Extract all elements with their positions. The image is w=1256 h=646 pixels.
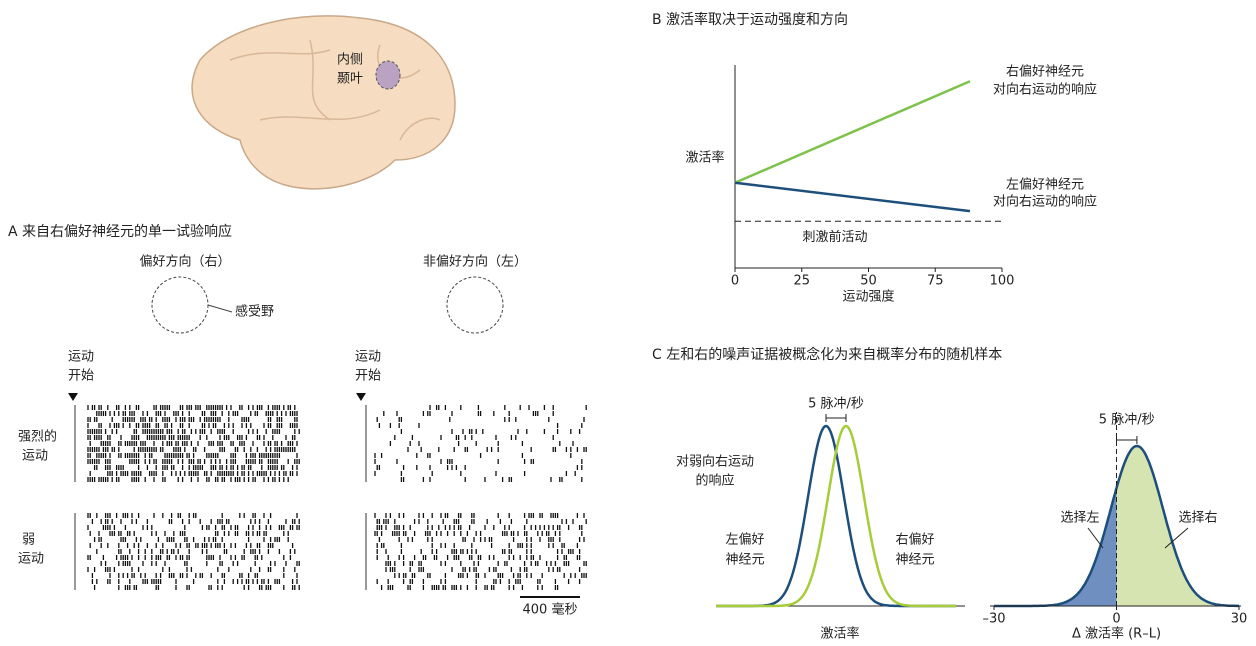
series-label: 对向右运动的响应 bbox=[993, 82, 1097, 98]
annotation: 对弱向右运动 bbox=[676, 454, 754, 470]
condition: 偏好方向（右） bbox=[139, 254, 230, 270]
chart-title: C 左和右的噪声证据被概念化为来自概率分布的随机样本 bbox=[652, 346, 1002, 363]
choice-label: 选择左 bbox=[1060, 511, 1099, 526]
receptive-field bbox=[151, 276, 209, 334]
series-label: 左偏好 bbox=[725, 533, 764, 548]
onset-line bbox=[74, 405, 367, 590]
brain bbox=[191, 15, 456, 190]
series-label: 右偏好神经元 bbox=[1006, 65, 1084, 80]
x-tick-label: 0 bbox=[1112, 612, 1120, 627]
receptive-field bbox=[446, 276, 504, 334]
difference-label: 5 脉冲/秒 bbox=[1099, 413, 1155, 428]
row-label: 弱 bbox=[22, 533, 35, 548]
choice-label: 选择右 bbox=[1178, 511, 1217, 526]
row-label: 运动 bbox=[22, 449, 48, 464]
pointer bbox=[1164, 527, 1189, 549]
density-curve bbox=[716, 424, 956, 608]
y-axis-label: 激活率 bbox=[685, 150, 724, 166]
panel-title: A 来自右偏好神经元的单一试验响应 bbox=[8, 223, 232, 240]
x-tick-label: 30 bbox=[1231, 612, 1248, 627]
difference-bracket bbox=[1116, 436, 1138, 444]
annotation: 的响应 bbox=[695, 473, 734, 489]
pointer bbox=[207, 304, 233, 313]
series-label: 左偏好神经元 bbox=[1006, 178, 1084, 193]
x-tick-label: –30 bbox=[982, 612, 1005, 627]
choice-right-area bbox=[1116, 446, 1239, 606]
spike-raster bbox=[374, 405, 587, 482]
rasters bbox=[87, 405, 587, 590]
spike-raster bbox=[374, 513, 587, 590]
series-label: 神经元 bbox=[895, 553, 934, 568]
row-label: 强烈的 bbox=[18, 429, 57, 445]
onset-marker bbox=[68, 393, 366, 401]
spike-raster bbox=[87, 405, 300, 482]
annotation: 刺激前活动 bbox=[802, 229, 867, 245]
onset-label: 开始 bbox=[68, 369, 94, 384]
x-axis-label: 运动强度 bbox=[842, 289, 894, 305]
x-tick-label: 100 bbox=[990, 274, 1015, 289]
x-tick-label: 50 bbox=[860, 274, 877, 289]
onset-label: 开始 bbox=[355, 369, 381, 384]
brain-label: 内侧 bbox=[337, 52, 363, 68]
brain-label: 颞叶 bbox=[337, 72, 363, 87]
series-label: 神经元 bbox=[725, 553, 764, 568]
series-line bbox=[734, 80, 971, 184]
x-axis-label: Δ 激活率 (R–L) bbox=[1072, 626, 1161, 642]
x-tick-label: 0 bbox=[731, 274, 739, 289]
row-label: 运动 bbox=[18, 552, 44, 567]
choice-left-area bbox=[994, 488, 1117, 606]
pointer bbox=[1087, 527, 1104, 549]
x-tick-label: 75 bbox=[927, 274, 944, 289]
difference-bracket bbox=[825, 414, 847, 422]
condition: 非偏好方向（左） bbox=[423, 254, 527, 270]
chart-title: B 激活率取决于运动强度和方向 bbox=[652, 11, 848, 28]
series-label: 右偏好 bbox=[895, 533, 934, 548]
rf-label: 感受野 bbox=[235, 304, 274, 320]
mt-area bbox=[375, 60, 401, 90]
onset-label: 运动 bbox=[68, 350, 94, 365]
x-axis-label: 激活率 bbox=[820, 626, 859, 642]
onset-label: 运动 bbox=[355, 350, 381, 365]
x-tick-label: 25 bbox=[793, 274, 810, 289]
series-line bbox=[734, 181, 971, 213]
difference-label: 5 脉冲/秒 bbox=[808, 397, 864, 412]
series-label: 对向右运动的响应 bbox=[993, 194, 1097, 210]
spike-raster bbox=[87, 513, 300, 590]
scale-label: 400 毫秒 bbox=[523, 602, 578, 618]
